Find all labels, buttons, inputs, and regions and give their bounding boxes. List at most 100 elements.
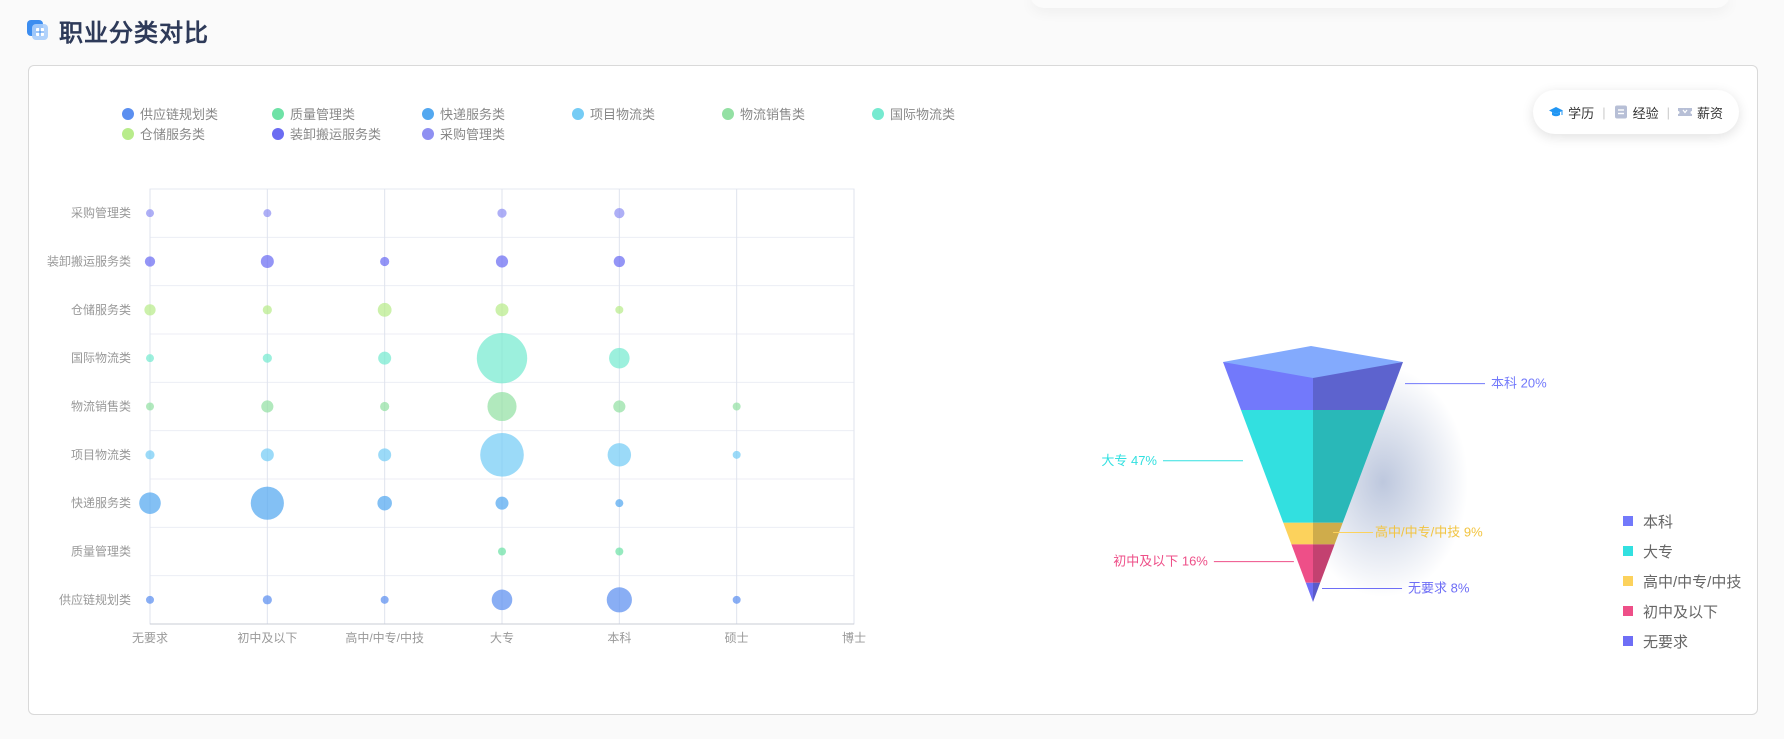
scatter-point[interactable] bbox=[146, 209, 154, 218]
funnel-slice[interactable] bbox=[1241, 410, 1313, 523]
scatter-point[interactable] bbox=[144, 256, 156, 267]
scatter-point[interactable] bbox=[378, 448, 392, 462]
legend-item[interactable]: 仓储服务类 bbox=[122, 124, 205, 143]
scatter-point[interactable] bbox=[380, 401, 390, 412]
scatter-point[interactable] bbox=[250, 486, 284, 520]
scatter-point[interactable] bbox=[260, 448, 274, 462]
scatter-point[interactable] bbox=[614, 208, 625, 219]
scatter-point[interactable] bbox=[139, 492, 161, 514]
funnel-slice-side bbox=[1313, 410, 1385, 523]
scatter-point[interactable] bbox=[613, 400, 626, 413]
funnel-data-label: 初中及以下 16% bbox=[1113, 554, 1208, 569]
scatter-point[interactable] bbox=[615, 499, 624, 508]
funnel-legend-item[interactable]: 大专 bbox=[1623, 536, 1741, 566]
legend-label: 本科 bbox=[1643, 513, 1674, 531]
scatter-point[interactable] bbox=[487, 391, 517, 422]
funnel-data-label: 高中/中专/中技 9% bbox=[1375, 525, 1483, 540]
funnel-slice[interactable] bbox=[1291, 544, 1313, 583]
legend-label: 质量管理类 bbox=[290, 107, 356, 122]
page-header: 职业分类对比 bbox=[26, 12, 209, 48]
legend-dot bbox=[272, 127, 284, 140]
funnel-data-label: 本科 20% bbox=[1491, 376, 1547, 391]
legend-dot bbox=[572, 107, 584, 120]
y-tick-label: 质量管理类 bbox=[71, 544, 131, 559]
x-tick-label: 初中及以下 bbox=[237, 630, 297, 645]
scatter-point[interactable] bbox=[380, 595, 389, 604]
ticket-icon bbox=[1677, 108, 1692, 116]
scatter-point[interactable] bbox=[495, 255, 509, 268]
tab-salary-label: 薪资 bbox=[1696, 105, 1723, 121]
scatter-point[interactable] bbox=[615, 305, 624, 314]
scatter-point[interactable] bbox=[260, 254, 274, 269]
scatter-point[interactable] bbox=[497, 208, 507, 218]
scatter-point[interactable] bbox=[495, 496, 509, 510]
tab-experience[interactable]: 经验 bbox=[1614, 103, 1659, 122]
scatter-point[interactable] bbox=[145, 450, 155, 460]
scatter-point[interactable] bbox=[262, 353, 272, 363]
legend-item[interactable]: 供应链规划类 bbox=[122, 104, 218, 123]
scatter-point[interactable] bbox=[262, 595, 272, 605]
scatter-point[interactable] bbox=[378, 351, 392, 365]
legend-item[interactable]: 物流销售类 bbox=[722, 104, 805, 123]
x-tick-label: 大专 bbox=[490, 630, 514, 645]
funnel-legend-item[interactable]: 无要求 bbox=[1623, 626, 1741, 656]
funnel-slice[interactable] bbox=[1283, 522, 1313, 545]
funnel-slice-side bbox=[1313, 522, 1343, 545]
legend-dot bbox=[122, 107, 134, 120]
legend-label: 采购管理类 bbox=[440, 127, 506, 142]
scatter-point[interactable] bbox=[377, 302, 392, 317]
tab-divider: | bbox=[1666, 104, 1670, 120]
legend-dot bbox=[722, 107, 734, 120]
tab-education[interactable]: 学历 bbox=[1549, 103, 1594, 122]
scatter-point[interactable] bbox=[732, 595, 741, 604]
legend-item[interactable]: 项目物流类 bbox=[572, 104, 655, 123]
scatter-point[interactable] bbox=[146, 595, 154, 604]
scatter-point[interactable] bbox=[476, 332, 528, 384]
legend-swatch bbox=[1623, 546, 1633, 556]
funnel-slice-side bbox=[1313, 544, 1335, 583]
legend-label: 项目物流类 bbox=[590, 107, 656, 122]
scatter-point[interactable] bbox=[606, 587, 632, 613]
scatter-point[interactable] bbox=[262, 305, 272, 315]
scatter-point[interactable] bbox=[613, 255, 625, 268]
legend-dot bbox=[422, 107, 434, 120]
funnel-legend-item[interactable]: 高中/中专/中技 bbox=[1623, 566, 1741, 596]
legend-label: 物流销售类 bbox=[740, 107, 806, 122]
y-tick-label: 国际物流类 bbox=[71, 351, 131, 365]
legend-swatch bbox=[1623, 576, 1633, 586]
funnel-slice[interactable] bbox=[1305, 582, 1313, 602]
legend-label: 大专 bbox=[1643, 543, 1674, 561]
legend-item[interactable]: 采购管理类 bbox=[422, 124, 505, 143]
scatter-point[interactable] bbox=[380, 256, 390, 267]
scatter-point[interactable] bbox=[480, 433, 524, 477]
scatter-point[interactable] bbox=[732, 402, 741, 411]
scatter-point[interactable] bbox=[491, 589, 513, 611]
scatter-point[interactable] bbox=[261, 400, 274, 413]
scatter-point[interactable] bbox=[144, 304, 156, 316]
scatter-point[interactable] bbox=[498, 547, 506, 556]
legend-item[interactable]: 快递服务类 bbox=[422, 104, 505, 123]
scatter-point[interactable] bbox=[495, 303, 509, 317]
legend-item[interactable]: 国际物流类 bbox=[872, 104, 955, 123]
funnel-legend-item[interactable]: 本科 bbox=[1623, 506, 1741, 536]
scatter-point[interactable] bbox=[146, 354, 154, 363]
top-panel-shadow bbox=[1030, 0, 1730, 8]
legend-label: 快递服务类 bbox=[440, 107, 506, 122]
scatter-point[interactable] bbox=[615, 547, 624, 556]
funnel-legend-item[interactable]: 初中及以下 bbox=[1623, 596, 1741, 626]
legend-item[interactable]: 装卸搬运服务类 bbox=[272, 124, 381, 143]
scatter-point[interactable] bbox=[732, 450, 741, 459]
scatter-point[interactable] bbox=[607, 443, 632, 467]
legend-label: 无要求 bbox=[1643, 633, 1689, 651]
y-tick-label: 采购管理类 bbox=[71, 205, 131, 220]
scatter-chart: 无要求 初中及以下 高中/中专/中技 大专 本科 硕士 博士 供应链规划类 质量管理类 快递服务类… bbox=[47, 188, 866, 645]
scatter-point[interactable] bbox=[609, 347, 630, 369]
page-title: 职业分类对比 bbox=[59, 19, 209, 47]
scatter-point[interactable] bbox=[146, 402, 154, 411]
scatter-point[interactable] bbox=[263, 209, 272, 218]
legend-swatch bbox=[1623, 606, 1633, 616]
legend-label: 高中/中专/中技 bbox=[1643, 573, 1742, 591]
legend-item[interactable]: 质量管理类 bbox=[272, 104, 355, 123]
scatter-point[interactable] bbox=[377, 495, 392, 511]
tab-salary[interactable]: 薪资 bbox=[1677, 103, 1723, 122]
